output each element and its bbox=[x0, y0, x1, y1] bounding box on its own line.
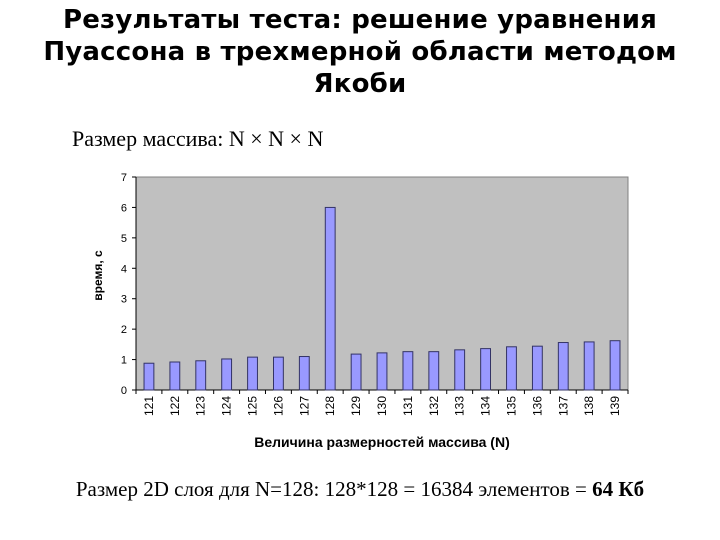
bar bbox=[506, 346, 517, 391]
x-tick-label: 127 bbox=[297, 396, 311, 416]
bar bbox=[583, 341, 595, 391]
title-line-1: Результаты теста: решение уравнения bbox=[62, 5, 658, 35]
x-tick-label: 136 bbox=[530, 396, 544, 416]
bar bbox=[298, 356, 310, 391]
x-axis-title: Величина размерностей массива (N) bbox=[254, 434, 510, 450]
bar bbox=[273, 356, 284, 391]
x-tick-label: 135 bbox=[504, 396, 518, 416]
x-tick-label: 122 bbox=[168, 396, 182, 416]
footer-note: Размер 2D слоя для N=128: 128*128 = 1638… bbox=[0, 477, 720, 502]
x-tick-label: 137 bbox=[556, 396, 570, 416]
slide-title: Результаты теста: решение уравнения Пуас… bbox=[0, 4, 720, 100]
bar bbox=[402, 351, 414, 391]
bar bbox=[324, 206, 336, 391]
footer-text: Размер 2D слоя для N=128: 128*128 = 1638… bbox=[75, 477, 593, 501]
x-tick-label: 133 bbox=[453, 396, 467, 416]
bar bbox=[221, 358, 233, 391]
x-tick-label: 134 bbox=[479, 396, 493, 416]
y-axis-title: время, с bbox=[91, 250, 105, 301]
y-tick-label: 4 bbox=[121, 263, 127, 275]
x-tick-label: 128 bbox=[323, 396, 337, 416]
x-tick-label: 131 bbox=[401, 396, 415, 416]
bar bbox=[480, 348, 491, 391]
y-tick-label: 3 bbox=[121, 294, 127, 306]
x-tick-label: 121 bbox=[142, 396, 156, 416]
y-tick-label: 6 bbox=[121, 202, 127, 214]
bar bbox=[143, 362, 155, 391]
bar bbox=[428, 351, 440, 391]
bar bbox=[557, 342, 569, 391]
x-tick-label: 129 bbox=[349, 396, 363, 416]
bar bbox=[531, 345, 543, 391]
bar bbox=[376, 352, 388, 391]
x-tick-label: 138 bbox=[582, 396, 596, 416]
y-tick-label: 7 bbox=[121, 172, 127, 184]
bar bbox=[247, 356, 258, 391]
footer-bold-value: 64 Кб bbox=[592, 477, 645, 501]
bar bbox=[350, 353, 362, 391]
x-tick-label: 124 bbox=[220, 396, 234, 416]
title-line-3: Якоби bbox=[313, 69, 407, 99]
y-tick-label: 0 bbox=[121, 385, 127, 397]
x-tick-label: 123 bbox=[194, 396, 208, 416]
y-tick-label: 1 bbox=[121, 355, 127, 367]
x-tick-label: 125 bbox=[246, 396, 260, 416]
x-tick-label: 139 bbox=[608, 396, 622, 416]
chart-container: 0 1 2 3 4 5 6 7 121 122 123 124 125 126 127 128 129 130 13… bbox=[80, 165, 640, 465]
bar bbox=[454, 349, 466, 391]
x-tick-label: 126 bbox=[271, 396, 285, 416]
y-tick-label: 5 bbox=[121, 233, 127, 245]
x-tick-label: 130 bbox=[375, 396, 389, 416]
bar bbox=[169, 361, 181, 391]
y-tick-label: 2 bbox=[121, 324, 127, 336]
x-tick-label: 132 bbox=[427, 396, 441, 416]
array-size-subtitle: Размер массива: N × N × N bbox=[72, 126, 324, 151]
bar bbox=[609, 340, 621, 391]
title-line-2: Пуассона в трехмерной области методом bbox=[43, 37, 677, 67]
bar bbox=[195, 360, 207, 391]
